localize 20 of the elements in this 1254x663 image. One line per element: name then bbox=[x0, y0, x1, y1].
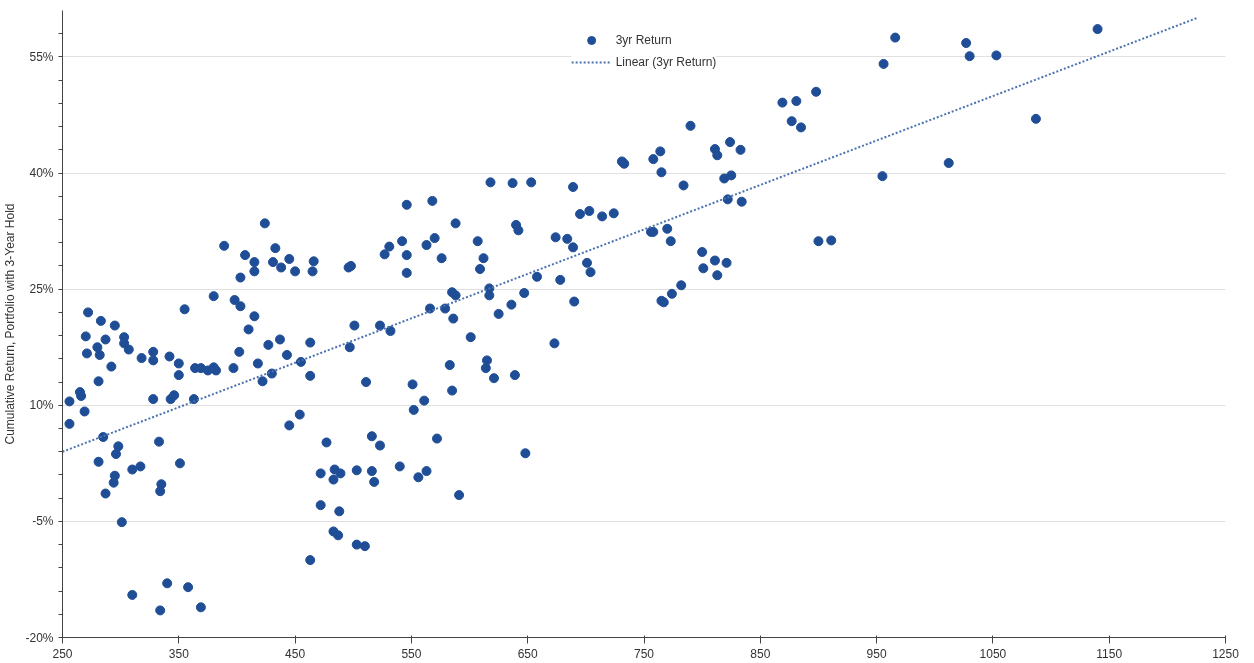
x-tick-label: 950 bbox=[866, 646, 887, 661]
y-tick-label: 25% bbox=[29, 282, 54, 297]
x-tick-label: 650 bbox=[517, 646, 539, 661]
x-tick-label: 1250 bbox=[1212, 646, 1240, 661]
y-tick-label: -20% bbox=[25, 630, 54, 645]
y-tick-label: 10% bbox=[29, 398, 54, 413]
legend-label: Linear (3yr Return) bbox=[615, 55, 717, 69]
x-tick-label: 1150 bbox=[1096, 646, 1123, 661]
legend-label: 3yr Return bbox=[615, 33, 672, 47]
y-tick-label: -5% bbox=[32, 514, 54, 529]
x-tick-label: 250 bbox=[52, 646, 73, 661]
x-tick-label: 350 bbox=[168, 646, 190, 661]
x-tick-label: 450 bbox=[285, 646, 306, 661]
x-tick-label: 1050 bbox=[979, 646, 1007, 661]
x-tick-label: 550 bbox=[401, 646, 422, 661]
y-tick-label: 55% bbox=[29, 49, 54, 64]
y-axis-title: Cumulative Return, Portfolio with 3-Year Hold bbox=[3, 203, 18, 445]
x-tick-label: 750 bbox=[633, 646, 655, 661]
y-tick-label: 40% bbox=[29, 166, 54, 181]
x-tick-label: 850 bbox=[750, 646, 771, 661]
